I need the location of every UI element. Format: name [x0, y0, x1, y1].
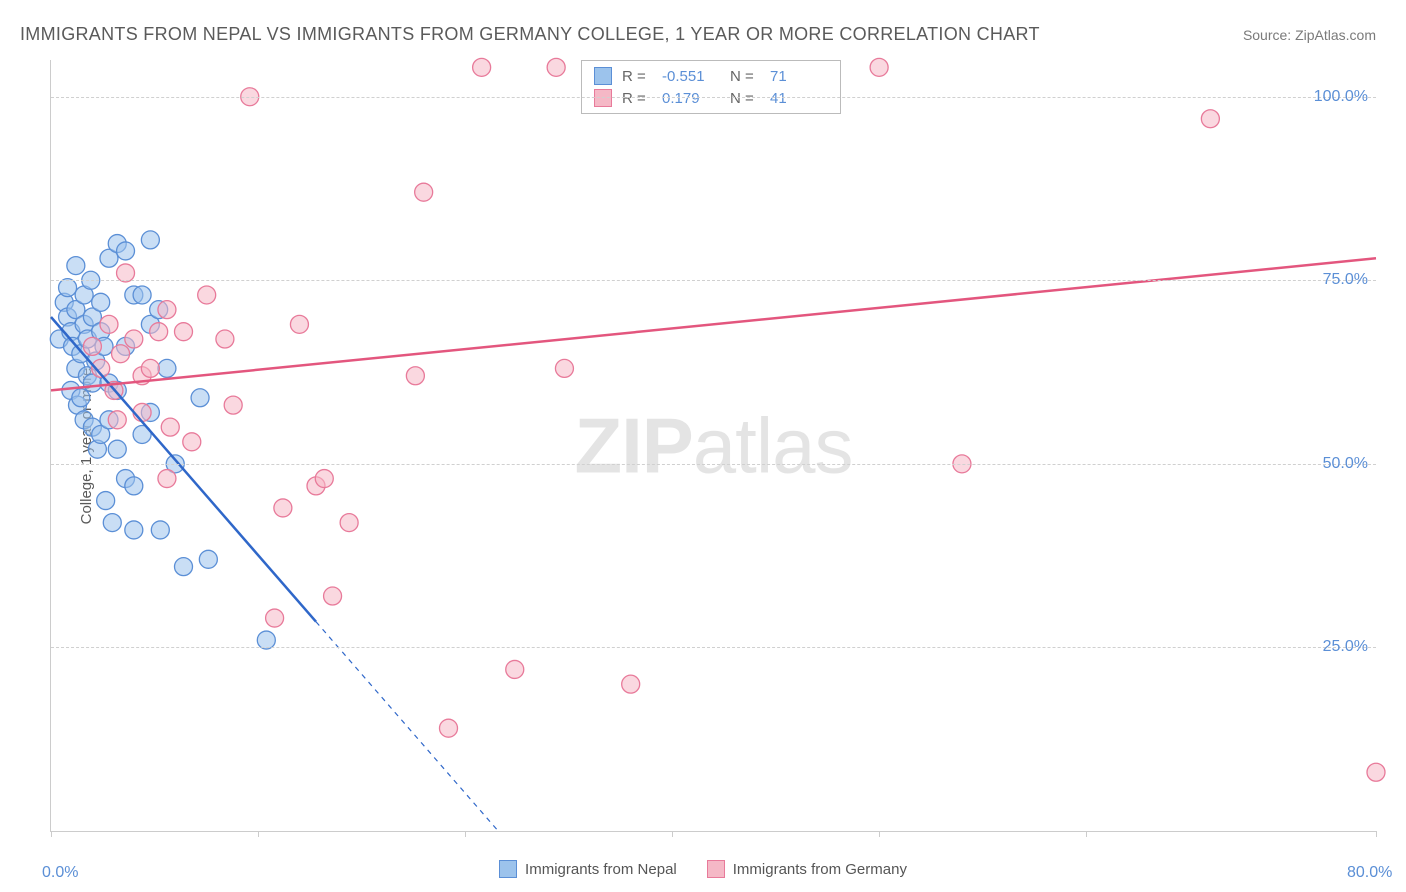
- x-tick: [258, 831, 259, 837]
- legend-swatch: [594, 67, 612, 85]
- data-point: [151, 521, 169, 539]
- data-point: [125, 330, 143, 348]
- legend-swatch: [594, 89, 612, 107]
- data-point: [870, 58, 888, 76]
- data-point: [440, 719, 458, 737]
- legend-row: R = 0.179 N = 41: [594, 87, 828, 109]
- data-point: [133, 403, 151, 421]
- grid-line-h: [51, 97, 1376, 98]
- legend-swatch: [707, 860, 725, 878]
- legend-n-label: N =: [730, 68, 760, 85]
- series-legend: Immigrants from Nepal Immigrants from Ger…: [0, 860, 1406, 878]
- x-tick: [1086, 831, 1087, 837]
- data-point: [108, 440, 126, 458]
- data-point: [117, 242, 135, 260]
- data-point: [100, 315, 118, 333]
- data-point: [224, 396, 242, 414]
- legend-label: Immigrants from Nepal: [525, 861, 677, 878]
- legend-item: Immigrants from Nepal: [499, 860, 677, 878]
- legend-n-label: N =: [730, 90, 760, 107]
- x-tick: [672, 831, 673, 837]
- data-point: [158, 359, 176, 377]
- data-point: [125, 521, 143, 539]
- data-point: [274, 499, 292, 517]
- scatter-svg: [51, 60, 1376, 831]
- trend-line-extrapolated: [316, 622, 498, 831]
- data-point: [315, 470, 333, 488]
- data-point: [199, 550, 217, 568]
- legend-item: Immigrants from Germany: [707, 860, 907, 878]
- x-tick: [465, 831, 466, 837]
- data-point: [1367, 763, 1385, 781]
- x-tick: [51, 831, 52, 837]
- data-point: [555, 359, 573, 377]
- data-point: [175, 558, 193, 576]
- data-point: [150, 323, 168, 341]
- x-tick-label: 80.0%: [1347, 864, 1392, 882]
- data-point: [108, 411, 126, 429]
- chart-plot-area: ZIPatlas R =-0.551N =71R =0.179N =41 25.…: [50, 60, 1376, 832]
- data-point: [324, 587, 342, 605]
- data-point: [158, 301, 176, 319]
- trend-line: [51, 258, 1376, 390]
- y-tick-label: 25.0%: [1323, 638, 1368, 656]
- data-point: [103, 514, 121, 532]
- data-point: [175, 323, 193, 341]
- data-point: [141, 359, 159, 377]
- x-tick-label: 0.0%: [42, 864, 78, 882]
- data-point: [83, 337, 101, 355]
- grid-line-h: [51, 464, 1376, 465]
- data-point: [506, 660, 524, 678]
- data-point: [547, 58, 565, 76]
- data-point: [406, 367, 424, 385]
- data-point: [72, 389, 90, 407]
- data-point: [67, 257, 85, 275]
- data-point: [290, 315, 308, 333]
- data-point: [473, 58, 491, 76]
- grid-line-h: [51, 647, 1376, 648]
- chart-title: IMMIGRANTS FROM NEPAL VS IMMIGRANTS FROM…: [20, 24, 1040, 45]
- legend-r-label: R =: [622, 90, 652, 107]
- data-point: [141, 231, 159, 249]
- grid-line-h: [51, 280, 1376, 281]
- y-tick-label: 75.0%: [1323, 271, 1368, 289]
- data-point: [183, 433, 201, 451]
- data-point: [125, 477, 143, 495]
- data-point: [340, 514, 358, 532]
- x-tick: [1376, 831, 1377, 837]
- data-point: [117, 264, 135, 282]
- y-tick-label: 50.0%: [1323, 455, 1368, 473]
- data-point: [59, 279, 77, 297]
- legend-swatch: [499, 860, 517, 878]
- correlation-legend: R = -0.551 N = 71 R = 0.179 N = 41: [581, 60, 841, 114]
- source-attribution: Source: ZipAtlas.com: [1243, 27, 1376, 43]
- data-point: [266, 609, 284, 627]
- data-point: [97, 492, 115, 510]
- data-point: [198, 286, 216, 304]
- data-point: [92, 293, 110, 311]
- data-point: [161, 418, 179, 436]
- data-point: [158, 470, 176, 488]
- data-point: [257, 631, 275, 649]
- y-tick-label: 100.0%: [1314, 88, 1368, 106]
- legend-label: Immigrants from Germany: [733, 861, 907, 878]
- data-point: [216, 330, 234, 348]
- data-point: [133, 286, 151, 304]
- legend-n-value: 71: [770, 68, 828, 85]
- data-point: [112, 345, 130, 363]
- legend-n-value: 41: [770, 90, 828, 107]
- legend-r-value: -0.551: [662, 68, 720, 85]
- data-point: [415, 183, 433, 201]
- legend-r-label: R =: [622, 68, 652, 85]
- legend-r-value: 0.179: [662, 90, 720, 107]
- data-point: [191, 389, 209, 407]
- data-point: [1201, 110, 1219, 128]
- data-point: [622, 675, 640, 693]
- legend-row: R = -0.551 N = 71: [594, 65, 828, 87]
- x-tick: [879, 831, 880, 837]
